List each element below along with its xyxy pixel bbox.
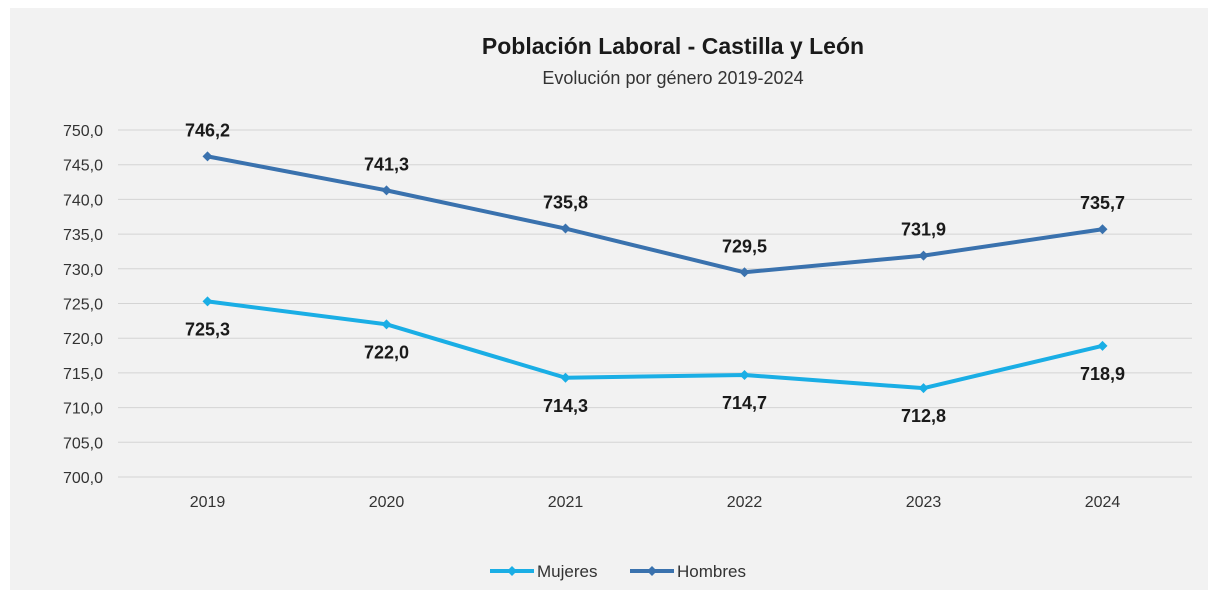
y-tick-label: 705,0 — [63, 435, 103, 452]
data-label: 714,3 — [543, 396, 588, 416]
chart-subtitle: Evolución por género 2019-2024 — [542, 68, 803, 88]
legend-label: Mujeres — [537, 562, 597, 581]
data-label: 729,5 — [722, 236, 767, 256]
x-tick-label: 2023 — [906, 494, 942, 511]
data-point-marker — [381, 185, 392, 196]
series-mujeres — [202, 296, 1108, 394]
data-point-marker — [739, 369, 750, 380]
y-tick-label: 745,0 — [63, 158, 103, 175]
data-point-marker — [918, 383, 929, 394]
data-point-marker — [202, 296, 213, 307]
x-tick-label: 2019 — [190, 494, 226, 511]
data-label: 712,8 — [901, 406, 946, 426]
y-tick-label: 700,0 — [63, 470, 103, 487]
y-tick-label: 710,0 — [63, 401, 103, 418]
data-point-marker — [381, 319, 392, 330]
series-line — [207, 154, 1103, 275]
data-label: 722,0 — [364, 342, 409, 362]
gridlines — [118, 129, 1192, 478]
data-point-marker — [918, 250, 929, 261]
y-tick-label: 740,0 — [63, 192, 103, 209]
series-hombres — [202, 151, 1108, 278]
data-label: 725,3 — [185, 319, 230, 339]
data-label: 741,3 — [364, 154, 409, 174]
x-tick-label: 2021 — [548, 494, 584, 511]
data-label: 735,7 — [1080, 193, 1125, 213]
y-tick-label: 750,0 — [63, 123, 103, 140]
y-axis-ticks: 700,0 705,0 710,0 715,0 720,0 725,0 730,0 735,0… — [63, 123, 103, 487]
data-label: 746,2 — [185, 120, 230, 140]
data-point-marker — [1097, 224, 1108, 235]
data-point-marker — [560, 372, 571, 383]
x-tick-label: 2022 — [727, 494, 763, 511]
series — [202, 151, 1108, 394]
legend-label: Hombres — [677, 562, 746, 581]
chart-title: Población Laboral - Castilla y León — [482, 33, 864, 59]
y-tick-label: 725,0 — [63, 297, 103, 314]
legend-marker — [507, 566, 517, 576]
y-tick-label: 720,0 — [63, 331, 103, 348]
series-line — [207, 299, 1103, 391]
y-tick-label: 730,0 — [63, 262, 103, 279]
y-tick-label: 735,0 — [63, 227, 103, 244]
data-point-marker — [739, 267, 750, 278]
data-label: 718,9 — [1080, 364, 1125, 384]
x-tick-label: 2024 — [1085, 494, 1121, 511]
x-tick-label: 2020 — [369, 494, 405, 511]
data-label: 714,7 — [722, 393, 767, 413]
legend-item-hombres: Hombres — [630, 562, 746, 581]
data-point-marker — [560, 223, 571, 234]
x-axis-ticks: 2019 2020 2021 2022 2023 2024 — [190, 494, 1121, 511]
data-point-marker — [202, 151, 213, 162]
data-point-marker — [1097, 340, 1108, 351]
data-label: 731,9 — [901, 220, 946, 240]
legend-marker — [647, 566, 657, 576]
y-tick-label: 715,0 — [63, 366, 103, 383]
data-labels: 725,3 722,0 714,3 714,7 712,8 718,9 746,2 741,3… — [185, 120, 1125, 426]
legend: Mujeres Hombres — [490, 562, 746, 581]
data-label: 735,8 — [543, 193, 588, 213]
legend-item-mujeres: Mujeres — [490, 562, 597, 581]
